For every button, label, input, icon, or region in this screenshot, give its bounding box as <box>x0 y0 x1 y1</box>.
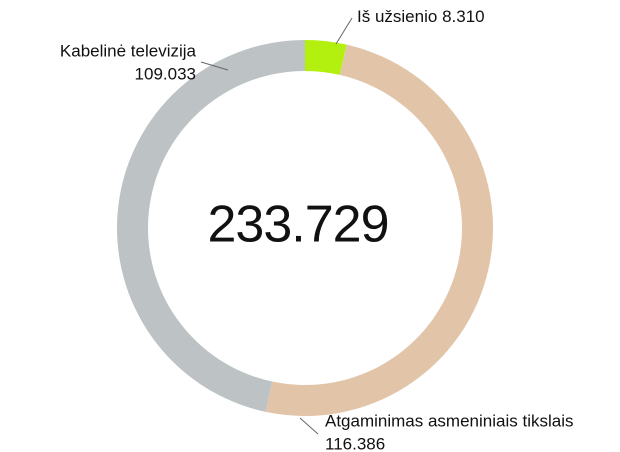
value-label: 109.033 <box>135 64 196 83</box>
category-label: Kabelinė televizija <box>60 41 197 60</box>
value-label: 116.386 <box>325 434 385 452</box>
donut-segment <box>116 40 306 412</box>
donut-segment <box>305 40 347 75</box>
total-label: 233.729 <box>208 196 389 254</box>
leader-line <box>299 417 319 435</box>
value-label: 8.310 <box>442 7 485 26</box>
category-label: Atgaminimas asmeniniais tikslais <box>325 411 573 430</box>
leader-line <box>335 17 353 45</box>
donut-segment <box>265 44 494 417</box>
category-label: Iš užsienio <box>357 7 437 26</box>
segments <box>116 40 494 417</box>
slice-label: Iš užsienio 8.310 <box>357 7 485 26</box>
leader-line <box>200 61 229 71</box>
